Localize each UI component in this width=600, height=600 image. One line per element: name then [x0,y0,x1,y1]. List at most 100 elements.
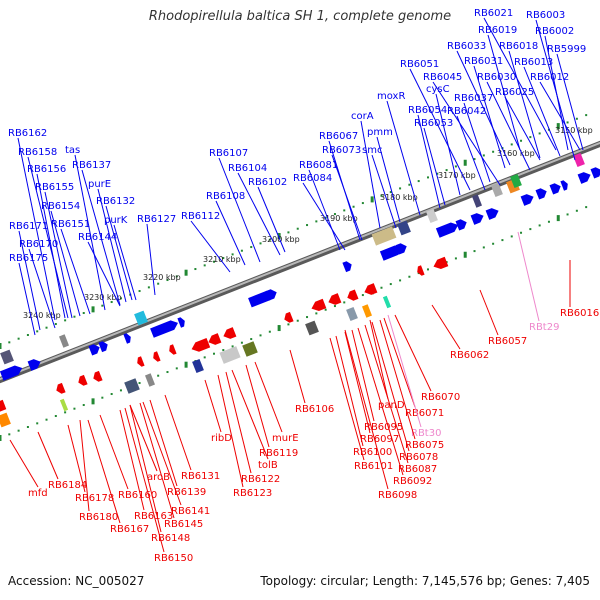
feature-block [426,209,438,223]
scale-tick [306,316,309,319]
forward-gene-leader [113,224,137,301]
reverse-gene-label: RB6075 [405,440,444,451]
forward-gene-arrow [265,289,277,301]
scale-tick [259,242,262,245]
scale-tick [361,202,364,205]
reverse-gene-label: mfd [28,488,48,499]
scale-tick [212,352,215,355]
scale-tick [389,283,392,286]
reverse-gene-leader [149,399,178,487]
reverse-gene-label: murE [272,433,299,444]
forward-gene-leader [308,169,341,251]
scale-tick [556,123,560,130]
scale-tick [399,279,402,282]
forward-gene-label: RB6019 [478,25,517,36]
forward-gene-leader [473,65,506,169]
forward-gene-arrow [0,365,23,381]
scale-tick [73,407,76,410]
reverse-gene-label: RB6097 [360,434,399,445]
forward-gene-leader [97,188,127,303]
feature-block [305,320,319,336]
reverse-gene-label: RB6123 [233,488,272,499]
forward-gene-arrow [395,243,407,255]
reverse-gene-leader [431,304,461,350]
feature-block [0,412,11,428]
reverse-gene-arrow [433,256,449,269]
accession-label: Accession: NC_005027 [8,574,145,588]
scale-tick [333,213,336,216]
feature-block [219,346,241,364]
scale-label: 3150 kbp [555,126,593,135]
scale-tick [463,159,467,166]
forward-gene-leader [435,93,461,196]
scale-tick [184,361,188,368]
forward-gene-label: corA [351,111,374,122]
scale-tick [73,315,76,318]
forward-gene-label: RB5999 [547,44,586,55]
reverse-gene-arrow [417,265,425,276]
reverse-gene-label: RB6131 [181,471,220,482]
reverse-gene-label: RB6178 [75,493,114,504]
forward-gene-leader [105,205,133,301]
scale-label: 3160 kbp [497,149,535,158]
forward-gene-label: tas [65,145,80,156]
forward-gene-arrow [150,320,178,338]
reverse-gene-label: RB6106 [295,404,334,415]
scale-tick [26,334,29,337]
reverse-gene-label: RB6070 [421,392,460,403]
reverse-gene-label: RB6180 [79,512,118,523]
scale-tick [26,426,29,429]
reverse-gene-leader [129,404,162,533]
reverse-gene-label: RB6087 [398,464,437,475]
feature-block [59,398,69,412]
feature-block [0,349,14,365]
scale-tick [380,194,383,197]
map-title: Rhodopirellula baltica SH 1, complete ge… [148,9,452,24]
forward-gene-leader [423,127,446,206]
forward-gene-label: RB6144 [78,232,117,243]
scale-tick [529,228,532,231]
reverse-gene-label: RB6148 [151,533,190,544]
forward-gene-label: RB6108 [206,191,245,202]
genome-backbone-highlight [0,141,600,381]
scale-tick [222,349,225,352]
forward-gene-label: RB6081 [299,160,338,171]
scale-tick [8,341,11,344]
forward-gene-label: RB6045 [423,72,462,83]
forward-gene-leader [487,34,521,151]
forward-gene-label: RB6170 [19,239,58,250]
reverse-gene-label: aroB [147,472,170,483]
reverse-gene-leader [129,404,158,472]
forward-gene-label: RB6042 [447,106,486,117]
forward-gene-leader [257,186,286,253]
forward-gene-label: RB6073 [322,145,361,156]
reverse-gene-arrow [311,298,327,311]
forward-gene-label: RB6021 [474,8,513,19]
forward-gene-label: RB6031 [464,56,503,67]
scale-tick [389,191,392,194]
feature-block [59,334,69,348]
forward-gene-arrow [535,188,547,200]
forward-gene-label: RB6156 [27,164,66,175]
feature-block [472,194,482,208]
scale-tick [36,422,39,425]
reverse-gene-leader [79,419,90,512]
reverse-gene-leader [479,289,499,336]
forward-gene-label: RB6104 [228,163,267,174]
forward-gene-leader [28,248,56,329]
scale-tick [352,205,355,208]
forward-gene-label: RB6003 [526,10,565,21]
scale-tick [110,301,113,304]
reverse-gene-label: RB6145 [164,519,203,530]
scale-tick [277,233,281,240]
feature-block [145,373,155,387]
scale-tick [538,132,541,135]
forward-gene-label: RB6037 [454,93,493,104]
forward-gene-arrow [177,317,185,328]
scale-label: 3190 kbp [320,214,358,223]
forward-gene-arrow [98,341,108,353]
forward-gene-label: RB6127 [137,214,176,225]
forward-gene-label: RB6054 [408,105,447,116]
feature-block [382,295,392,309]
reverse-gene-leader [164,394,192,471]
